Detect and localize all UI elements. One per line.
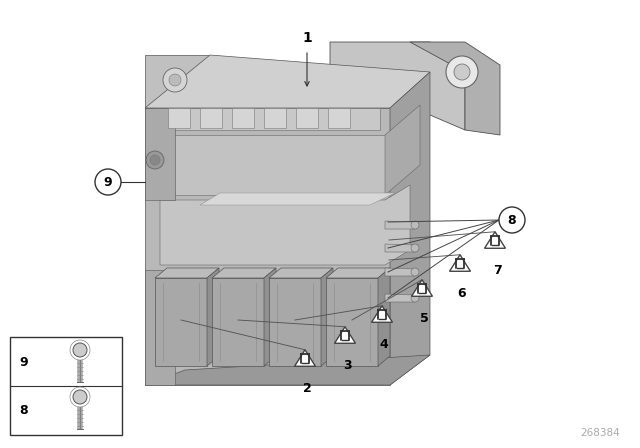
Polygon shape (385, 294, 415, 302)
Polygon shape (296, 108, 318, 128)
Circle shape (411, 244, 419, 252)
Polygon shape (372, 306, 392, 322)
Circle shape (169, 74, 181, 86)
Polygon shape (385, 268, 415, 276)
Circle shape (73, 343, 87, 357)
Polygon shape (269, 278, 321, 366)
Polygon shape (328, 108, 350, 128)
Text: 6: 6 (458, 287, 467, 300)
Polygon shape (145, 108, 390, 385)
Text: 2: 2 (303, 382, 312, 395)
Circle shape (454, 64, 470, 80)
Circle shape (499, 207, 525, 233)
Circle shape (411, 294, 419, 302)
Polygon shape (212, 268, 276, 278)
Circle shape (95, 169, 121, 195)
Polygon shape (484, 232, 506, 248)
Polygon shape (145, 270, 175, 385)
Polygon shape (410, 42, 500, 135)
Polygon shape (294, 350, 316, 366)
Polygon shape (412, 280, 433, 296)
Circle shape (411, 221, 419, 229)
Polygon shape (385, 105, 420, 195)
Text: 9: 9 (20, 356, 28, 369)
Text: 8: 8 (508, 214, 516, 227)
Text: 3: 3 (342, 359, 351, 372)
Polygon shape (145, 55, 430, 108)
Polygon shape (155, 268, 219, 278)
Circle shape (146, 151, 164, 169)
Polygon shape (269, 268, 333, 278)
Text: 7: 7 (493, 264, 501, 277)
Polygon shape (335, 327, 355, 343)
Text: 1: 1 (302, 31, 312, 45)
Polygon shape (326, 268, 390, 278)
Text: 9: 9 (104, 176, 112, 189)
Text: 4: 4 (380, 338, 388, 351)
Polygon shape (321, 268, 333, 366)
Polygon shape (168, 108, 190, 128)
Polygon shape (155, 108, 380, 130)
Circle shape (446, 56, 478, 88)
Text: 8: 8 (20, 404, 28, 417)
Polygon shape (232, 108, 254, 128)
Polygon shape (326, 278, 378, 366)
Circle shape (73, 390, 87, 404)
Polygon shape (200, 193, 395, 205)
Polygon shape (160, 135, 385, 195)
Polygon shape (212, 278, 264, 366)
Circle shape (150, 155, 160, 165)
Polygon shape (160, 185, 410, 265)
Polygon shape (264, 108, 286, 128)
Polygon shape (207, 268, 219, 366)
Polygon shape (385, 244, 415, 252)
Polygon shape (145, 108, 175, 200)
Polygon shape (264, 268, 276, 366)
Polygon shape (145, 355, 430, 385)
Polygon shape (200, 108, 222, 128)
FancyBboxPatch shape (10, 337, 122, 435)
Text: 268384: 268384 (580, 428, 620, 438)
Polygon shape (385, 221, 415, 229)
Polygon shape (145, 55, 210, 108)
Circle shape (411, 268, 419, 276)
Text: 5: 5 (420, 312, 428, 325)
Polygon shape (378, 268, 390, 366)
Polygon shape (449, 255, 470, 271)
Polygon shape (390, 72, 430, 385)
Circle shape (163, 68, 187, 92)
Polygon shape (330, 42, 465, 130)
Polygon shape (155, 278, 207, 366)
